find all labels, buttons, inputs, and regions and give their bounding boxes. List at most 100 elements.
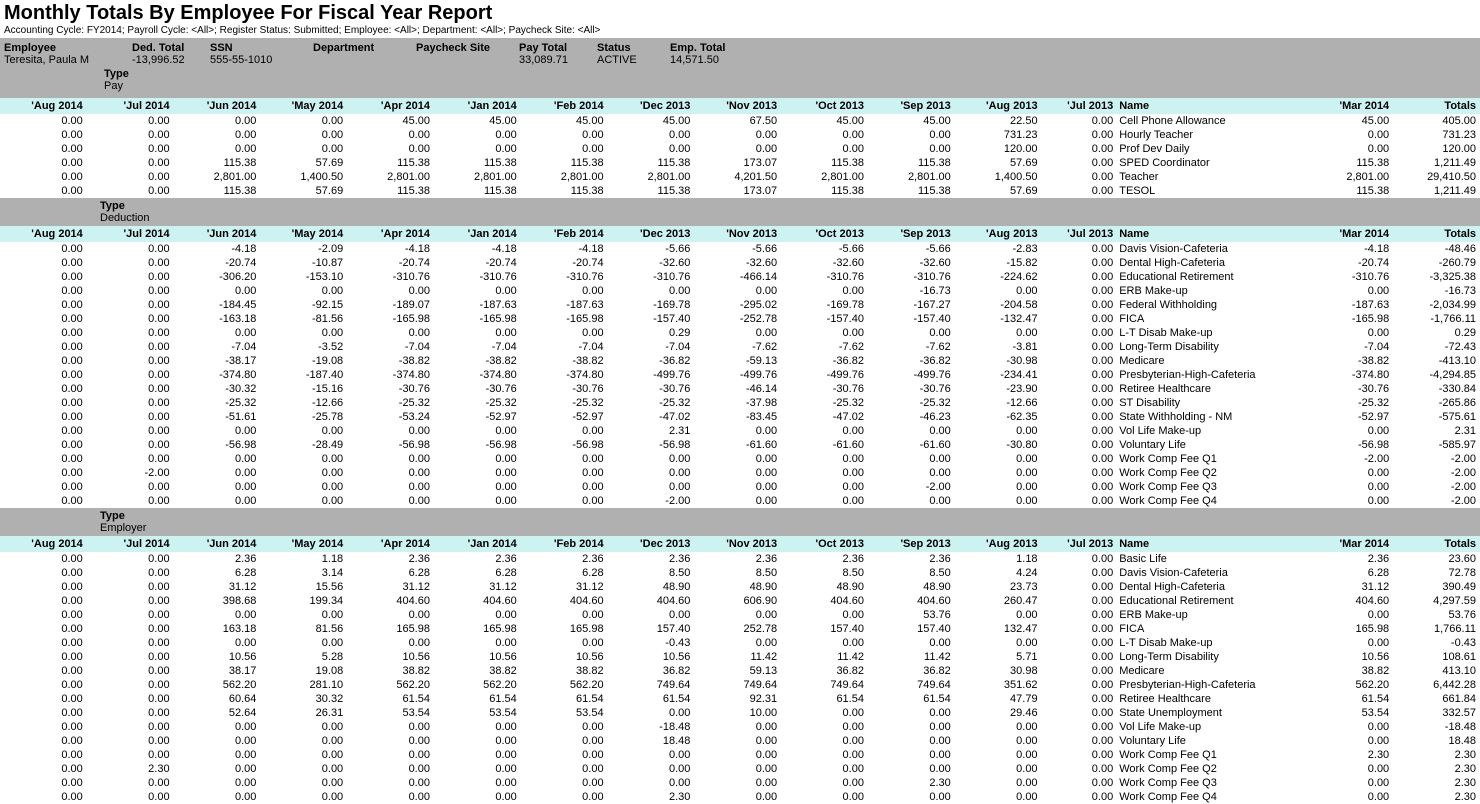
month-header-cell: 'Mar 2014 [1306,536,1393,552]
value-cell: 120.00 [1393,142,1480,156]
value-cell: 57.69 [955,156,1042,170]
value-cell: 11.42 [781,650,868,664]
value-cell: -204.58 [955,298,1042,312]
value-cell: 108.61 [1393,650,1480,664]
value-cell: 661.84 [1393,692,1480,706]
value-cell: 0.00 [781,706,868,720]
value-cell: 0.00 [1042,480,1118,494]
value-cell: 165.98 [521,622,608,636]
name-cell: Work Comp Fee Q1 [1117,748,1306,762]
value-cell: 0.00 [1042,790,1118,804]
value-cell: 2,801.00 [174,170,261,184]
value-cell: -59.13 [694,354,781,368]
value-cell: 18.48 [608,734,695,748]
value-cell: 0.00 [694,776,781,790]
table-row: 0.000.000.000.000.000.000.00-18.480.000.… [0,720,1480,734]
table-row: 0.000.00115.3857.69115.38115.38115.38115… [0,184,1480,198]
value-cell: -16.73 [1393,284,1480,298]
value-cell: 0.00 [87,566,174,580]
name-cell: Prof Dev Daily [1117,142,1306,156]
value-cell: 45.00 [781,114,868,128]
value-cell: -163.18 [174,312,261,326]
value-cell: 0.00 [521,734,608,748]
value-cell: 48.90 [694,580,781,594]
month-header-cell: 'Feb 2014 [521,226,608,242]
value-cell: -7.04 [1306,340,1393,354]
value-cell: 0.00 [174,452,261,466]
value-cell: -30.98 [955,354,1042,368]
value-cell: -0.43 [1393,636,1480,650]
month-header-cell: 'May 2014 [260,98,347,114]
value-cell: 0.00 [174,284,261,298]
value-cell: 0.00 [868,128,955,142]
value-cell: 0.00 [347,494,434,508]
value-cell: 0.00 [1042,382,1118,396]
value-cell: 0.00 [955,494,1042,508]
value-cell: -25.78 [260,410,347,424]
value-cell: 53.76 [868,608,955,622]
table-row: 0.000.000.000.000.000.000.000.000.000.00… [0,452,1480,466]
value-cell: 0.00 [87,340,174,354]
value-cell: 0.00 [781,790,868,804]
value-cell: -30.76 [347,382,434,396]
value-cell: 0.00 [0,776,87,790]
value-cell: 4.24 [955,566,1042,580]
value-cell: 0.00 [694,452,781,466]
value-cell: 0.00 [694,326,781,340]
table-row: 0.000.000.000.000.000.000.000.000.000.00… [0,128,1480,142]
value-cell: 1.18 [260,552,347,566]
value-cell: 0.00 [0,170,87,184]
value-cell: 0.00 [955,326,1042,340]
type-label-employer: Type [100,510,1476,522]
value-cell: 0.00 [87,692,174,706]
month-header-cell: 'Jul 2014 [87,98,174,114]
value-cell: 0.00 [1042,326,1118,340]
value-cell: -184.45 [174,298,261,312]
value-cell: 0.00 [87,312,174,326]
value-cell: -25.32 [868,396,955,410]
value-cell: 0.00 [260,114,347,128]
value-cell: 0.00 [174,326,261,340]
value-cell: 351.62 [955,678,1042,692]
value-cell: 15.56 [260,580,347,594]
name-cell: L-T Disab Make-up [1117,636,1306,650]
type-header-deduction: Type Deduction [0,198,1480,226]
label-status: Status [597,42,662,54]
value-cell: 562.20 [521,678,608,692]
value-cell: 31.12 [434,580,521,594]
label-pay-total: Pay Total [519,42,589,54]
value-cell: 45.00 [434,114,521,128]
value-cell: 0.00 [87,790,174,804]
value-cell: 38.17 [174,664,261,678]
value-cell: -252.78 [694,312,781,326]
value-cell: 0.00 [1042,114,1118,128]
name-cell: Work Comp Fee Q2 [1117,466,1306,480]
value-cell: 2.30 [1393,776,1480,790]
value-cell: 1,211.49 [1393,184,1480,198]
value-cell: 61.54 [434,692,521,706]
value-cell: 3.14 [260,566,347,580]
month-header-cell: 'Aug 2013 [955,536,1042,552]
month-header-cell: 'Dec 2013 [608,98,695,114]
value-cell: 2.36 [1306,552,1393,566]
value-cell: -310.76 [521,270,608,284]
month-header-cell: Name [1117,98,1306,114]
value-cell: -38.82 [1306,354,1393,368]
value-cell: 0.00 [694,284,781,298]
value-cell: 0.00 [87,424,174,438]
value-cell: -38.82 [434,354,521,368]
value-cell: -46.14 [694,382,781,396]
value-cell: 2,801.00 [1306,170,1393,184]
value-cell: -4,294.85 [1393,368,1480,382]
value-cell: 2.30 [608,790,695,804]
value-cell: 0.00 [0,184,87,198]
value-cell: 0.00 [1306,608,1393,622]
name-cell: State Unemployment [1117,706,1306,720]
value-cell: 2.36 [694,552,781,566]
value-cell: 0.00 [87,270,174,284]
table-row: 0.000.00163.1881.56165.98165.98165.98157… [0,622,1480,636]
value-cell: 0.00 [347,790,434,804]
type-label-pay: Type [104,68,1472,80]
month-header-cell: 'May 2014 [260,226,347,242]
table-row: 0.000.002,801.001,400.502,801.002,801.00… [0,170,1480,184]
